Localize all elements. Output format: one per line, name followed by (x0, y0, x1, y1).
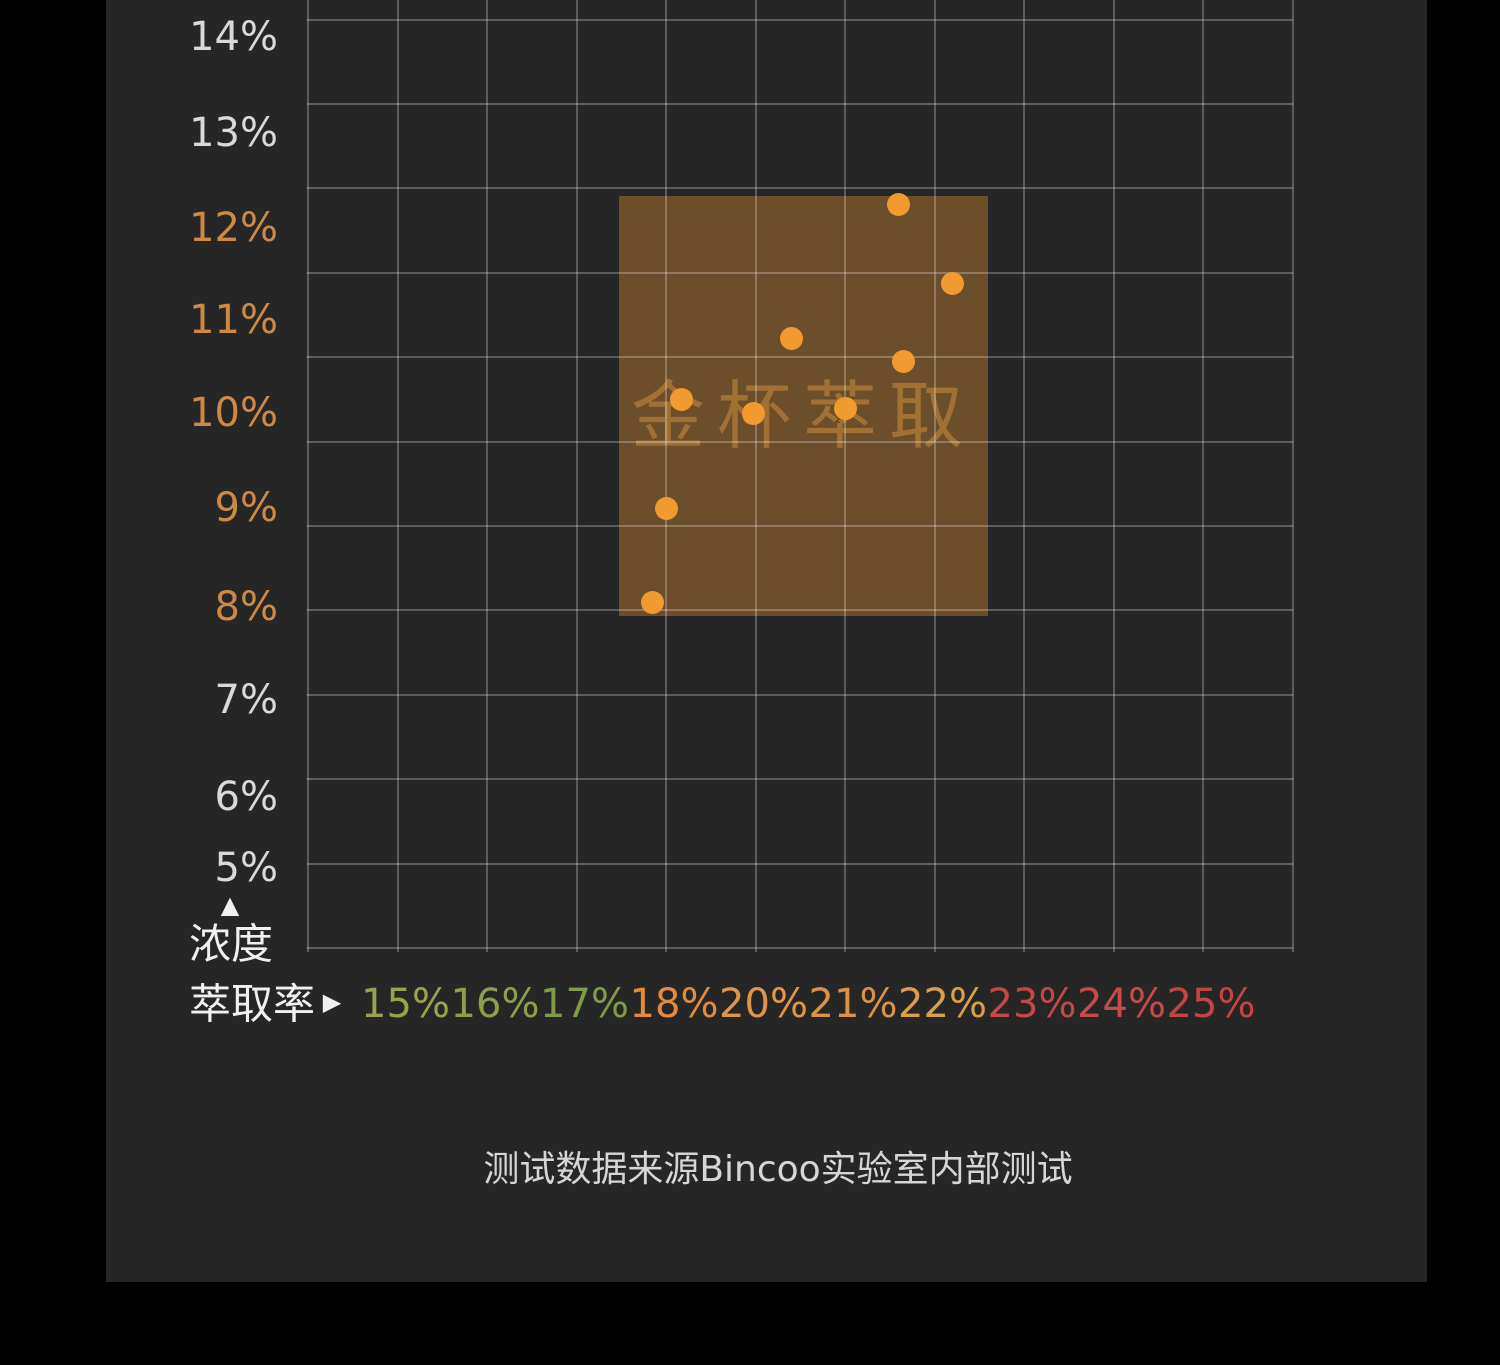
gridline-vertical (1112, 0, 1115, 952)
y-axis-tick-label: 10% (189, 390, 278, 436)
up-arrow-icon: ▲ (220, 891, 240, 919)
chart-panel (106, 0, 1427, 1282)
y-axis-tick-label: 8% (214, 584, 278, 630)
gridline-horizontal (307, 440, 1293, 443)
data-point (741, 401, 765, 425)
gridline-vertical (1023, 0, 1025, 952)
data-point (779, 327, 803, 351)
golden-cup-watermark: 金杯萃取 (631, 373, 975, 460)
gridline-horizontal (307, 609, 1293, 612)
x-axis-tick-label: 16% (450, 981, 540, 1027)
gridline-vertical (754, 0, 757, 952)
y-axis-tick-label: 11% (189, 297, 278, 343)
x-axis-tick-label: 18% (629, 981, 719, 1027)
gridline-vertical (575, 0, 578, 952)
right-arrow-icon: ▶ (322, 988, 342, 1016)
y-axis-tick-label: 9% (214, 485, 278, 531)
x-axis-tick-label: 17% (540, 981, 629, 1027)
gridline-vertical (844, 0, 846, 952)
data-point (887, 192, 911, 216)
y-axis-tick-label: 5% (214, 845, 278, 891)
data-point (641, 590, 665, 614)
gridline-horizontal (307, 187, 1293, 190)
y-axis-title: 浓度 (188, 919, 274, 969)
gridline-horizontal (307, 947, 1293, 949)
x-axis-tick-label: 23% (987, 981, 1077, 1027)
gridline-horizontal (307, 18, 1293, 21)
x-axis-tick-label: 24% (1077, 981, 1166, 1027)
data-point (654, 496, 678, 520)
data-point (670, 387, 694, 411)
gridline-vertical (1291, 0, 1294, 952)
x-axis-title: 萃取率 (188, 979, 315, 1029)
gridline-horizontal (307, 862, 1293, 865)
y-axis-tick-label: 12% (189, 205, 278, 251)
data-point (940, 271, 964, 295)
gridline-horizontal (307, 103, 1293, 105)
data-point (833, 396, 857, 420)
gridline-horizontal (307, 271, 1293, 274)
data-point (891, 350, 915, 374)
x-axis-tick-label: 25% (1166, 981, 1256, 1027)
gridline-vertical (1202, 0, 1204, 952)
gridline-horizontal (307, 778, 1293, 781)
caption: 测试数据来源Bincoo实验室内部测试 (483, 1149, 1073, 1190)
gridline-horizontal (307, 356, 1293, 359)
x-axis-tick-label: 15% (361, 981, 450, 1027)
gridline-vertical (307, 0, 309, 952)
x-axis-tick-label: 22% (898, 981, 987, 1027)
x-axis-tick-label: 20% (719, 981, 808, 1027)
gridline-vertical (665, 0, 667, 952)
gridline-horizontal (307, 693, 1293, 696)
y-axis-tick-label: 14% (189, 14, 278, 60)
y-axis-tick-label: 7% (214, 677, 278, 723)
x-axis-tick-label: 21% (808, 981, 898, 1027)
y-axis-tick-label: 6% (214, 774, 278, 820)
gridline-vertical (396, 0, 399, 952)
y-axis-tick-label: 13% (189, 110, 278, 156)
gridline-horizontal (307, 525, 1293, 527)
gridline-vertical (486, 0, 488, 952)
gridline-vertical (933, 0, 936, 952)
